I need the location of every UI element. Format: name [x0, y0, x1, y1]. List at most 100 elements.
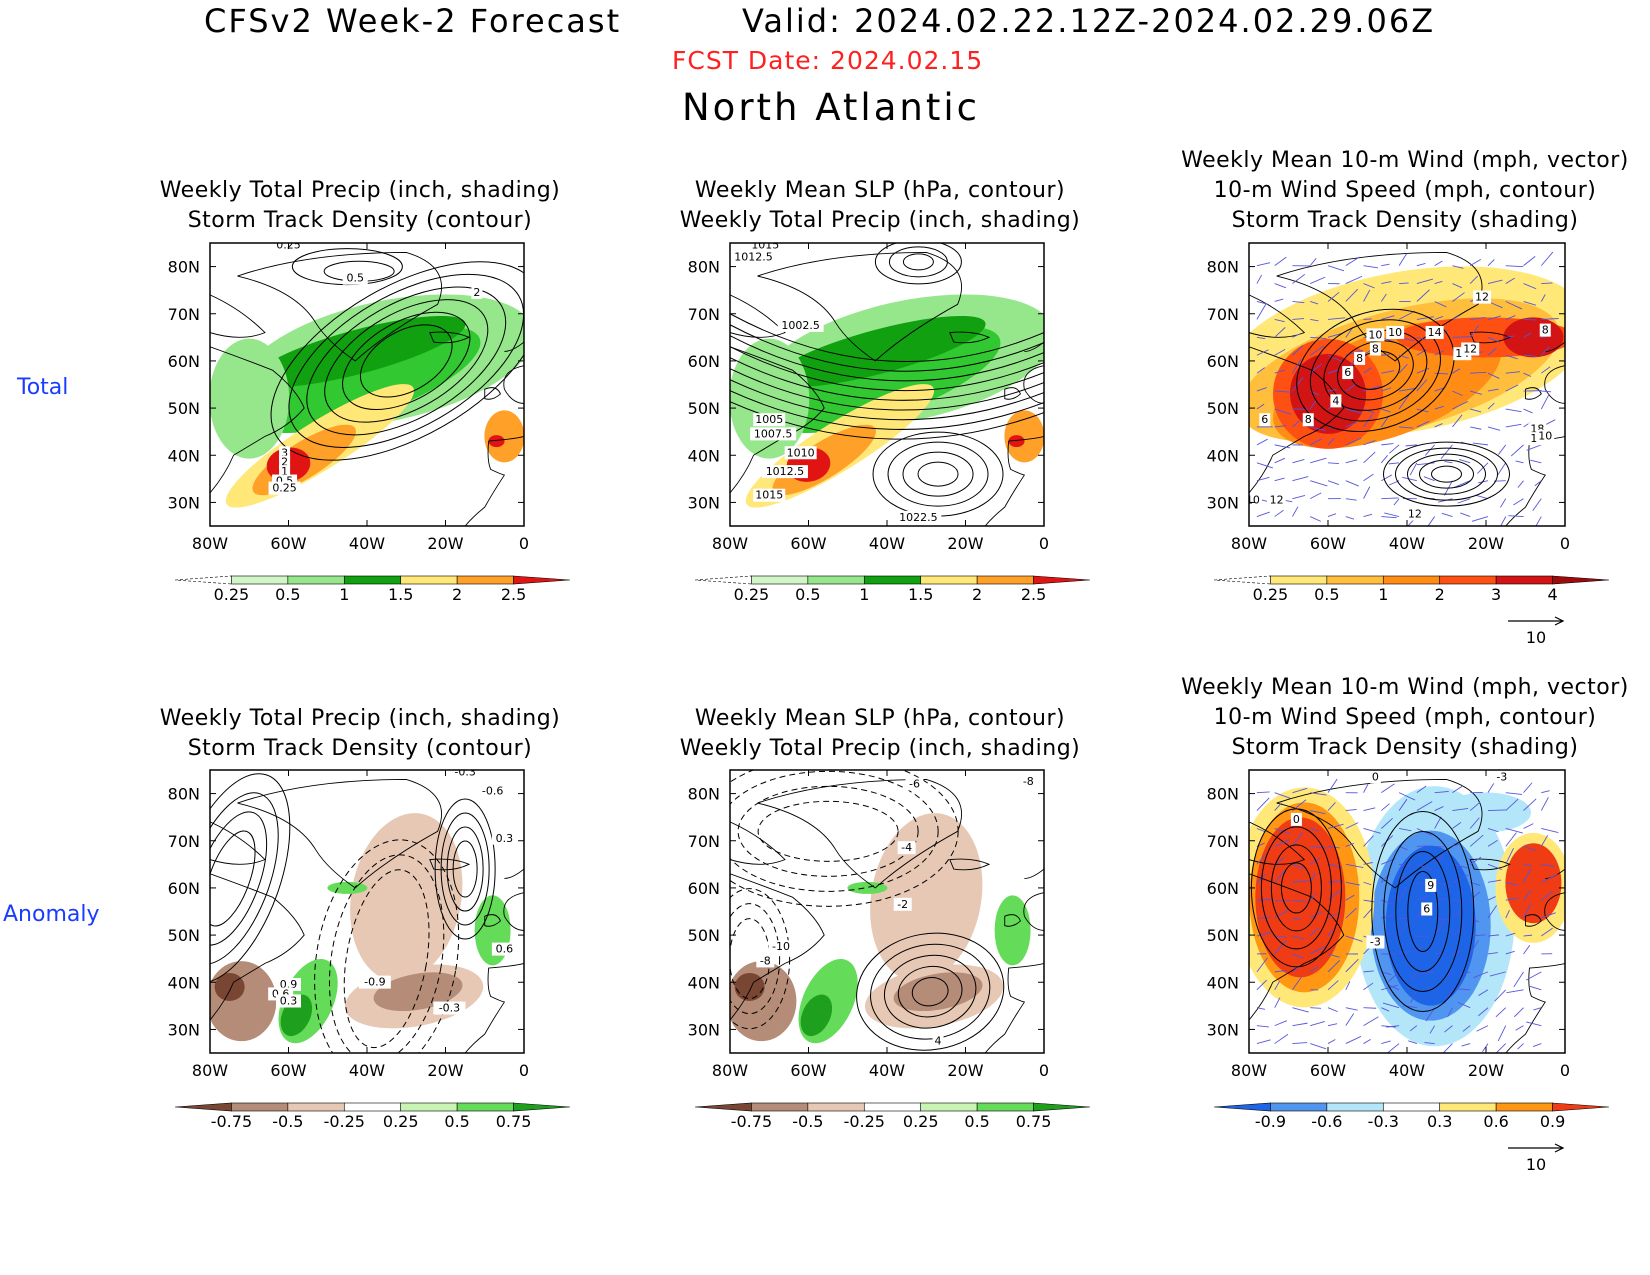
contour-label-bg — [784, 446, 817, 460]
lat-tick-label: 50N — [688, 926, 720, 945]
wind-vector — [1310, 516, 1321, 522]
contour-label: 8 — [1305, 413, 1312, 426]
scandinavia-coast — [504, 868, 524, 879]
contour-label-bg — [1405, 507, 1424, 521]
wind-vector — [1256, 899, 1273, 901]
wind-vector — [1327, 1039, 1336, 1044]
wind-vector — [1452, 949, 1464, 955]
wind-vector — [1416, 289, 1430, 302]
wind-vector — [1398, 253, 1408, 266]
contour-label-bg — [279, 465, 291, 479]
colorbar-label: -0.75 — [211, 1112, 252, 1131]
wind-vector — [1309, 927, 1319, 937]
wind-vector — [1452, 401, 1468, 410]
wind-vector — [1526, 1021, 1542, 1027]
wind-vector — [1292, 506, 1299, 517]
contour-label-bg — [272, 243, 305, 252]
wind-vector — [1541, 863, 1555, 867]
iceland-coast — [1469, 858, 1511, 871]
precip-shade — [225, 384, 415, 508]
wind-vector — [1274, 390, 1292, 393]
contour-label: 14 — [1428, 326, 1442, 339]
contour-label-bg — [476, 784, 509, 798]
contour-label-bg — [1425, 325, 1444, 339]
wind-vector — [1540, 393, 1550, 410]
coastlines — [730, 251, 1044, 526]
contour-label: -8 — [760, 954, 771, 967]
wind-vector — [1345, 349, 1363, 356]
colorbar-swatch — [343, 1102, 402, 1112]
wind-vector — [1434, 791, 1449, 794]
wind-vector — [1541, 318, 1559, 320]
wind-vector — [1345, 327, 1354, 338]
lon-tick-label: 20W — [1468, 1061, 1504, 1080]
lat-tick-label: 70N — [168, 305, 200, 324]
wind-vector — [1452, 909, 1465, 919]
storm-anomaly-shade — [1370, 830, 1491, 1021]
map-p4-frame — [209, 769, 525, 1054]
map-p2-plot: 10151012.51002.510051007.510101012.51015… — [730, 243, 1044, 526]
baffin-coast — [730, 294, 786, 338]
wind-vector — [1505, 423, 1522, 428]
wind-vector — [1363, 807, 1376, 812]
wind-vector — [1540, 835, 1549, 847]
wind-vector — [1487, 279, 1503, 285]
wind-vector — [1405, 444, 1417, 447]
wind-vector — [1381, 474, 1393, 482]
lat-tick-label: 70N — [168, 832, 200, 851]
panel-2-title: Weekly Mean SLP (hPa, contour) Weekly To… — [660, 176, 1100, 236]
wind-vector — [1487, 896, 1496, 901]
baffin-coast — [730, 821, 786, 865]
wind-vector — [1434, 316, 1444, 320]
lon-tick-label: 40W — [869, 534, 905, 553]
wind-vector — [1487, 934, 1500, 937]
panel-5-title: Weekly Mean SLP (hPa, contour) Weekly To… — [660, 704, 1100, 764]
wind-vector — [1292, 1022, 1308, 1027]
lon-tick-label: 40W — [1389, 534, 1425, 553]
panel-6-title-line0: Weekly Mean 10-m Wind (mph, vector) — [1181, 675, 1629, 700]
colorbar-label: -0.25 — [844, 1112, 885, 1131]
wind-vector — [1478, 989, 1489, 996]
wind-vector — [1380, 415, 1390, 428]
contour-label: 1005 — [755, 413, 783, 426]
wind-vector — [1470, 371, 1487, 374]
colorbar-swatch — [1270, 1102, 1328, 1112]
wind-vector — [1363, 935, 1380, 943]
wind-vector — [1256, 1025, 1269, 1028]
wind-vector — [1460, 971, 1471, 976]
wind-vector — [1327, 863, 1342, 868]
contour-label: 12 — [1408, 508, 1422, 521]
coastlines — [210, 251, 524, 526]
wind-vector — [1381, 315, 1395, 320]
wind-vector — [1416, 420, 1430, 428]
precip-shade — [772, 315, 986, 388]
wind-vector — [1399, 863, 1412, 867]
precip-shade — [484, 410, 524, 463]
wind-vector — [1478, 1007, 1489, 1017]
wind-vector — [1416, 379, 1428, 392]
storm-shade — [1273, 320, 1502, 449]
wind-speed-anomaly-contour — [1260, 826, 1332, 950]
wind-vector — [1381, 370, 1395, 374]
colorbar-swatch — [751, 1102, 809, 1112]
wind-vector — [1292, 358, 1302, 374]
contour-label-bg — [1536, 429, 1555, 443]
colorbar-label: -0.9 — [1255, 1112, 1286, 1131]
wind-vector — [1434, 423, 1443, 428]
wind-vector — [1274, 283, 1287, 289]
wind-vector — [1327, 291, 1340, 302]
wind-vector — [1292, 1007, 1309, 1013]
storm-density-contour — [324, 299, 489, 423]
contour-label: -0.9 — [364, 976, 385, 989]
wind-vector — [1327, 890, 1340, 901]
wind-vector — [1327, 880, 1343, 883]
wind-vector — [1442, 1043, 1453, 1053]
wind-vector — [1541, 891, 1554, 901]
wind-vector — [1398, 354, 1409, 359]
wind-vector — [1274, 997, 1281, 1008]
slp-anomaly-contour — [897, 965, 963, 1018]
slp-isobar — [887, 441, 989, 507]
colorbar-label: 4 — [1547, 585, 1557, 604]
wind-vector — [1256, 1007, 1266, 1010]
